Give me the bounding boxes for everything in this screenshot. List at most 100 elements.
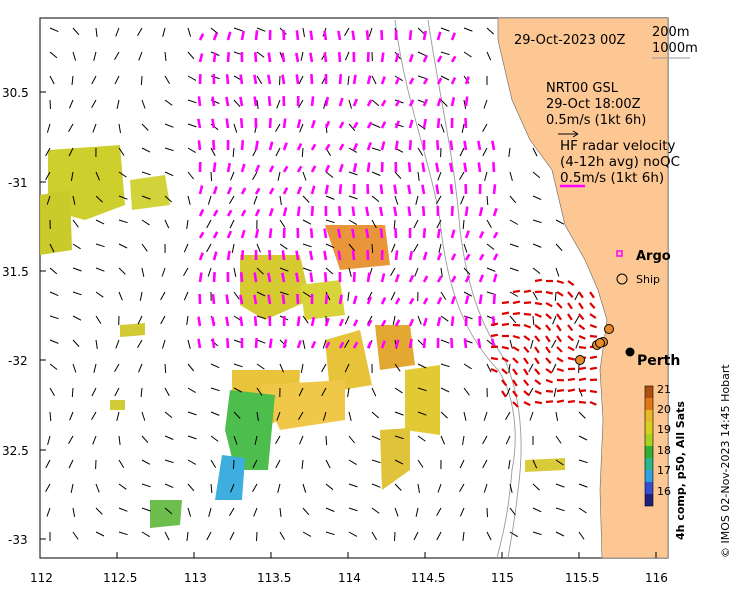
current-arrow xyxy=(276,411,281,421)
current-arrow xyxy=(551,363,557,373)
current-arrow xyxy=(256,531,258,542)
magenta-arrow xyxy=(212,140,216,151)
magenta-arrow xyxy=(366,341,373,349)
magenta-arrow xyxy=(352,162,358,173)
radar-arrow xyxy=(523,357,529,365)
magenta-arrow xyxy=(422,338,427,349)
radar-arrow xyxy=(501,390,507,398)
current-arrow xyxy=(367,291,373,301)
current-arrow xyxy=(164,363,167,374)
current-arrow xyxy=(302,243,312,248)
current-arrow xyxy=(440,363,450,368)
current-arrow xyxy=(141,219,150,226)
current-arrow xyxy=(252,171,258,181)
magenta-arrow xyxy=(268,228,273,239)
magenta-arrow xyxy=(282,339,288,349)
current-arrow xyxy=(72,51,77,61)
x-tick: 116 xyxy=(645,571,668,585)
magenta-arrow xyxy=(267,52,272,63)
magenta-arrow xyxy=(240,229,246,239)
radar-arrow xyxy=(567,313,573,321)
magenta-arrow xyxy=(212,231,219,239)
magenta-arrow xyxy=(198,231,205,239)
x-tick: 115 xyxy=(491,571,514,585)
current-arrow xyxy=(482,147,488,157)
current-arrow xyxy=(417,171,420,181)
magenta-arrow xyxy=(253,272,258,283)
current-arrow xyxy=(417,123,426,130)
magenta-arrow xyxy=(226,338,230,349)
current-arrow xyxy=(229,507,235,517)
magenta-arrow xyxy=(212,32,219,41)
magenta-arrow xyxy=(450,296,456,305)
magenta-arrow xyxy=(450,76,457,85)
magenta-arrow xyxy=(380,30,384,41)
radar-arrow xyxy=(567,346,575,352)
current-arrow xyxy=(183,267,189,277)
current-arrow xyxy=(141,459,151,465)
current-arrow xyxy=(231,243,235,253)
axis-tick-marks xyxy=(39,91,657,558)
magenta-arrow xyxy=(408,250,414,261)
current-arrow xyxy=(532,531,542,536)
current-arrow xyxy=(118,147,125,156)
magenta-arrow xyxy=(267,74,272,85)
model-name: NRT00 GSL xyxy=(546,81,619,96)
current-arrow xyxy=(574,291,580,301)
y-tick: 31.5 xyxy=(2,265,29,279)
current-arrow xyxy=(552,315,557,325)
current-arrow xyxy=(532,291,538,301)
colorbar-tick: 16 xyxy=(657,485,671,498)
current-arrow xyxy=(256,243,261,253)
magenta-arrow xyxy=(436,55,443,63)
current-arrow xyxy=(164,459,174,464)
radar-arrow xyxy=(578,400,587,404)
bathymetry-contours xyxy=(394,19,522,559)
magenta-arrow xyxy=(352,121,359,129)
current-arrow xyxy=(210,363,220,369)
current-arrow xyxy=(415,507,419,517)
magenta-arrow xyxy=(211,118,216,129)
magenta-arrow xyxy=(310,165,317,173)
current-arrow xyxy=(483,483,488,493)
current-arrow xyxy=(140,387,143,398)
current-arrow xyxy=(482,459,488,469)
magenta-arrow xyxy=(436,316,442,327)
current-arrow xyxy=(508,459,511,469)
magenta-arrow xyxy=(379,228,384,239)
current-arrow xyxy=(460,195,465,205)
current-arrow xyxy=(49,267,58,275)
magenta-arrow xyxy=(254,338,258,349)
magenta-arrow xyxy=(492,294,496,305)
magenta-arrow xyxy=(239,272,244,283)
current-arrow xyxy=(394,411,404,416)
radar-arrow xyxy=(534,368,541,376)
magenta-arrow xyxy=(225,96,230,107)
current-arrow xyxy=(233,267,237,277)
radar-arrow xyxy=(523,289,532,294)
current-arrow xyxy=(162,339,166,349)
current-arrow xyxy=(95,27,98,37)
current-arrow xyxy=(95,291,104,298)
radar-arrow xyxy=(578,313,585,321)
magenta-arrow xyxy=(366,162,371,173)
radar-arrow xyxy=(556,335,562,343)
magenta-arrow xyxy=(421,206,426,217)
magenta-arrow xyxy=(226,230,233,239)
current-arrow xyxy=(463,243,468,253)
magenta-arrow xyxy=(212,52,217,63)
radar-arrow xyxy=(523,368,529,376)
magenta-arrow xyxy=(408,53,414,63)
current-arrow xyxy=(371,435,381,441)
magenta-arrow xyxy=(324,341,331,349)
perth-marker xyxy=(625,347,635,357)
magenta-arrow xyxy=(463,140,468,151)
magenta-arrow xyxy=(225,294,230,305)
current-arrow xyxy=(440,315,449,322)
current-arrow xyxy=(68,435,74,445)
current-arrow xyxy=(578,483,588,488)
current-arrow xyxy=(483,99,488,109)
magenta-arrow xyxy=(309,30,314,41)
current-arrow xyxy=(233,27,243,32)
current-arrow xyxy=(417,411,427,416)
